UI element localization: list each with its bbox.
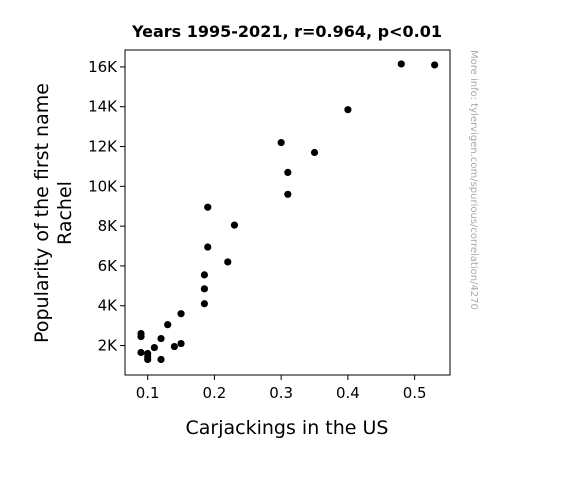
data-point-3 [137,348,145,357]
data-point-9 [157,355,165,364]
data-point-16 [200,271,209,279]
x-tick-label-3: 0.3 [269,384,293,402]
data-point-11 [170,342,178,351]
data-point-27 [431,61,439,69]
x-axis-label: Carjackings in the US [186,417,389,439]
data-point-10 [164,321,172,329]
y-tick-label-4: 8K [98,217,119,235]
data-points [137,60,439,364]
y-tick-label-8: 16K [88,58,118,76]
data-point-21 [277,138,285,147]
y-axis-ticks: 2K 4K 6K 8K 10K 12K 14K 16K [88,58,125,355]
x-tick-label-1: 0.1 [136,384,160,402]
plot-frame [124,49,451,376]
data-point-2 [137,332,145,341]
x-tick-label-5: 0.5 [403,384,427,402]
data-point-13 [177,310,185,318]
y-tick-label-1: 2K [98,337,119,355]
data-point-18 [204,203,212,211]
data-point-26 [397,60,405,68]
y-axis-label-line-2: Rachel [54,181,76,245]
y-tick-label-6: 12K [88,138,118,156]
data-point-15 [200,285,209,293]
y-tick-label-2: 4K [98,297,119,315]
y-axis-label-line-1: Popularity of the first name [31,83,53,343]
data-point-8 [157,334,165,343]
data-point-17 [204,243,212,251]
data-point-12 [177,339,185,348]
data-point-22 [284,168,292,176]
chart-title: Years 1995-2021, r=0.964, p<0.01 [131,22,442,41]
data-point-7 [150,343,158,352]
y-axis-label: Popularity of the first name Rachel [31,83,76,343]
x-axis-ticks: 0.1 0.2 0.3 0.4 0.5 [136,375,427,402]
x-tick-label-4: 0.4 [336,384,360,402]
y-tick-label-7: 14K [88,98,118,116]
source-watermark: More info: tylervigen.com/spurious/corre… [468,50,479,310]
data-point-20 [230,221,239,229]
y-tick-label-3: 6K [98,257,119,275]
data-point-19 [224,258,232,266]
data-point-25 [344,106,352,114]
data-point-6 [144,355,152,364]
x-tick-label-2: 0.2 [202,384,226,402]
y-tick-label-5: 10K [88,177,118,195]
data-point-23 [284,190,292,198]
data-point-14 [200,300,209,308]
data-point-24 [310,148,319,157]
